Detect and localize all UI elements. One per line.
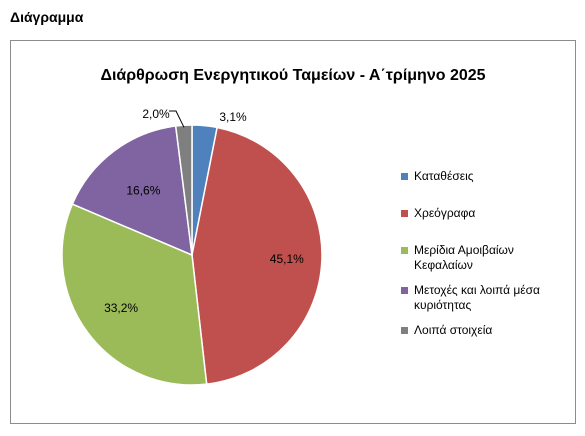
chart-title: Διάρθρωση Ενεργητικού Ταμείων - Α΄τρίμην… <box>100 67 486 84</box>
legend-item-1: Καταθέσεις <box>401 169 571 184</box>
legend-swatch <box>401 287 408 294</box>
data-label-3: 33,2% <box>104 301 138 315</box>
chart-legend: Καταθέσεις Χρεόγραφα Μερίδια Αμοιβαίων Κεφ… <box>401 169 571 338</box>
legend-item-5: Λοιπά στοιχεία <box>401 323 571 338</box>
data-label-4: 16,6% <box>126 184 160 198</box>
pie-slice-5 <box>174 124 193 256</box>
page-title: Διάγραμμα <box>10 9 84 25</box>
leader-line <box>169 110 185 128</box>
pie-chart: 3,1% 45,1% 33,2% 16,6% 2,0% <box>61 107 323 386</box>
legend-item-2: Χρεόγραφα <box>401 206 571 221</box>
legend-label: Καταθέσεις <box>414 169 474 183</box>
legend-item-4: Μετοχές και λοιπά μέσα κυριότητας <box>401 283 571 313</box>
legend-swatch <box>401 327 408 334</box>
data-label-1: 3,1% <box>219 110 247 124</box>
pie-slice-3 <box>61 203 208 386</box>
legend-label: Μετοχές και λοιπά μέσα κυριότητας <box>414 283 540 312</box>
legend-label: Μερίδια Αμοιβαίων Κεφαλαίων <box>414 243 514 272</box>
pie-slice-4 <box>71 125 193 257</box>
legend-label: Λοιπά στοιχεία <box>414 323 493 337</box>
legend-label: Χρεόγραφα <box>414 206 476 220</box>
chart-frame: Διάρθρωση Ενεργητικού Ταμείων - Α΄τρίμην… <box>10 40 576 424</box>
legend-swatch <box>401 210 408 217</box>
pie-slice-2 <box>191 126 323 386</box>
legend-item-3: Μερίδια Αμοιβαίων Κεφαλαίων <box>401 243 571 273</box>
data-label-2: 45,1% <box>270 252 304 266</box>
legend-swatch <box>401 173 408 180</box>
data-label-5: 2,0% <box>142 107 170 121</box>
legend-swatch <box>401 247 408 254</box>
